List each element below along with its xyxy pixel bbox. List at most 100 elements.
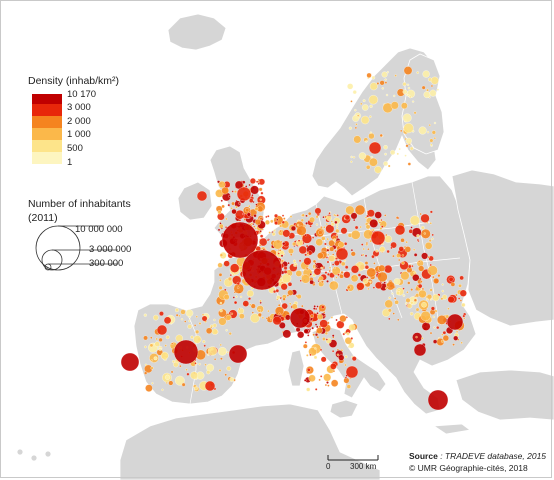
city-symbol [394, 74, 397, 77]
city-symbol [347, 345, 351, 349]
city-symbol [246, 212, 251, 217]
city-symbol [213, 318, 216, 322]
city-symbol [364, 261, 369, 265]
city-symbol [430, 306, 435, 311]
sardinia [287, 349, 305, 387]
city-symbol [323, 315, 326, 318]
city-symbol [426, 294, 433, 300]
city-symbol [421, 322, 431, 331]
city-symbol [367, 287, 370, 290]
city-symbol [446, 313, 464, 331]
city-symbol [385, 93, 389, 97]
city-symbol [158, 345, 162, 350]
city-symbol [315, 223, 319, 226]
density-swatch-2 [32, 116, 62, 128]
city-symbol [388, 317, 391, 321]
city-symbol [173, 339, 199, 365]
city-symbol [250, 313, 260, 323]
city-symbol [430, 143, 433, 146]
city-symbol [421, 302, 427, 308]
city-symbol [431, 130, 436, 135]
city-symbol [405, 240, 408, 244]
city-symbol [426, 88, 429, 92]
city-symbol [429, 288, 433, 292]
city-symbol [248, 183, 251, 187]
city-symbol [282, 229, 291, 238]
city-symbol [418, 289, 427, 299]
city-symbol [361, 253, 365, 257]
city-symbol [154, 341, 160, 347]
city-symbol [410, 288, 414, 292]
city-symbol [415, 335, 418, 339]
city-symbol [368, 95, 379, 105]
city-symbol [441, 294, 448, 300]
city-symbol [230, 207, 233, 210]
city-symbol [370, 155, 374, 159]
city-symbol [301, 213, 305, 217]
city-symbol [228, 195, 231, 198]
city-symbol [282, 297, 286, 301]
city-symbol [232, 296, 235, 299]
city-symbol [186, 372, 190, 376]
city-symbol [402, 294, 406, 297]
city-symbol [281, 214, 285, 217]
city-symbol [309, 273, 312, 276]
city-symbol [393, 297, 397, 300]
population-legend-circles [35, 225, 118, 271]
city-symbol [324, 242, 327, 246]
city-symbol [350, 100, 353, 103]
city-symbol [255, 203, 258, 206]
city-symbol [335, 276, 338, 279]
city-symbol [330, 222, 335, 227]
city-symbol [316, 335, 320, 339]
city-symbol [386, 70, 389, 74]
city-symbol [316, 312, 319, 315]
city-symbol [143, 313, 147, 317]
eastern-europe [451, 169, 554, 327]
city-symbol [378, 264, 386, 272]
city-symbol [326, 237, 329, 241]
city-symbol [379, 80, 385, 86]
city-symbol [431, 237, 434, 240]
city-symbol [424, 242, 433, 250]
city-symbol [395, 216, 399, 220]
city-symbol [225, 217, 228, 221]
city-symbol [351, 356, 357, 362]
city-symbol [174, 375, 185, 386]
city-symbol [175, 334, 183, 342]
city-symbol [347, 285, 351, 290]
city-symbol [242, 212, 245, 216]
city-symbol [314, 323, 318, 326]
city-symbol [264, 219, 270, 225]
city-symbol [231, 208, 237, 215]
city-symbol [353, 218, 356, 222]
city-symbol [356, 282, 365, 291]
city-symbol [267, 309, 270, 313]
city-symbol [150, 336, 153, 339]
city-symbol [259, 217, 263, 221]
city-symbol [409, 95, 412, 99]
city-symbol [409, 215, 420, 226]
city-symbol [418, 126, 427, 135]
city-symbol [259, 237, 268, 247]
turkey [455, 369, 554, 421]
city-symbol [306, 367, 311, 372]
city-symbol [314, 333, 319, 337]
city-symbol [298, 245, 307, 255]
city-symbol [354, 109, 357, 112]
population-label-1: 10 000 000 [75, 224, 123, 235]
city-symbol [344, 265, 349, 269]
city-symbol [405, 144, 409, 148]
city-symbol [306, 354, 309, 357]
city-symbol [305, 214, 308, 217]
city-symbol [386, 249, 390, 254]
city-symbol [231, 201, 236, 206]
city-symbol [310, 314, 314, 318]
city-symbol [301, 233, 312, 244]
city-symbol [407, 86, 411, 90]
city-symbol [448, 276, 454, 282]
city-symbol [180, 309, 186, 315]
city-symbol [326, 279, 329, 283]
city-symbol [201, 315, 208, 322]
city-symbol [455, 293, 458, 297]
